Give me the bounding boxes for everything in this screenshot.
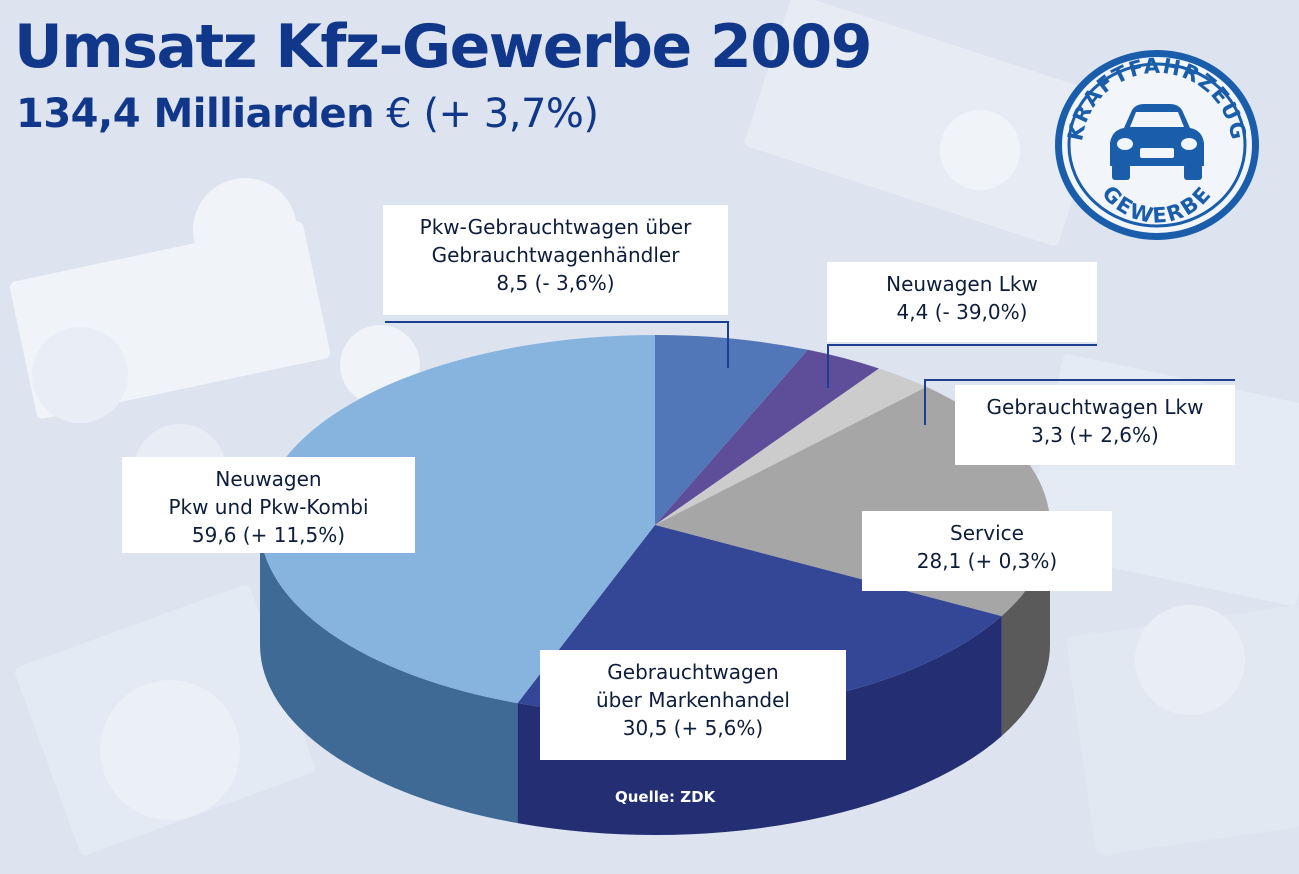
pie-slice-gebrauchtwagen-lkw xyxy=(655,368,927,525)
label-gebrauchtwagen-lkw: Gebrauchtwagen Lkw 3,3 (+ 2,6%) xyxy=(955,385,1235,465)
subtitle-total: 134,4 Milliarden xyxy=(16,91,375,137)
page-title: Umsatz Kfz-Gewerbe 2009 xyxy=(14,12,873,82)
pie-slice-neuwagen-lkw xyxy=(655,349,880,525)
label-neuwagen-pkw: Neuwagen Pkw und Pkw-Kombi 59,6 (+ 11,5%… xyxy=(122,457,415,553)
pie-side-neuwagen-pkw-und-pkw-kombi xyxy=(260,525,518,824)
pie-slice-pkw-gebrauchtwagen-ber-gebrauchtwagenh-ndler xyxy=(655,335,808,525)
pie-slice-neuwagen-pkw-und-pkw-kombi xyxy=(259,335,655,704)
car-icon xyxy=(1110,104,1204,180)
source-note: Quelle: ZDK xyxy=(615,788,716,806)
label-pkw-gebrauchtwagen-haendler: Pkw-Gebrauchtwagen über Gebrauchtwagenhä… xyxy=(383,205,728,315)
kraftfahrzeug-gewerbe-logo: KRAFTFAHRZEUG GEWERBE xyxy=(1055,50,1259,240)
label-gebrauchtwagen-markenhandel: Gebrauchtwagen über Markenhandel 30,5 (+… xyxy=(540,650,846,760)
label-neuwagen-lkw: Neuwagen Lkw 4,4 (- 39,0%) xyxy=(827,262,1097,342)
label-service: Service 28,1 (+ 0,3%) xyxy=(862,511,1112,591)
page-subtitle: 134,4 Milliarden € (+ 3,7%) xyxy=(16,92,599,136)
subtitle-currency-change: € (+ 3,7%) xyxy=(374,91,599,137)
